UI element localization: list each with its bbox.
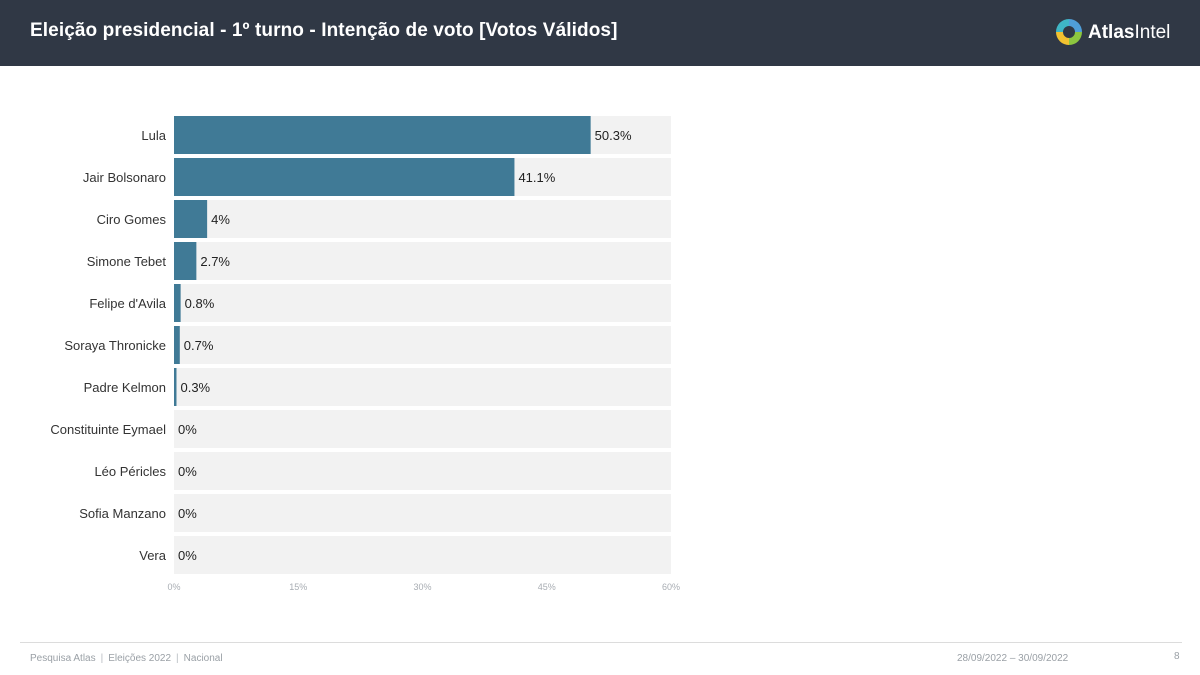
bar-chart: Lula 50.3% Jair Bolsonaro 41.1% Ciro Gomes 4%… bbox=[50, 116, 680, 592]
bar bbox=[174, 116, 591, 154]
x-tick-label: 45% bbox=[538, 582, 556, 592]
bar bbox=[174, 158, 515, 196]
data-label: 0% bbox=[178, 464, 197, 479]
x-tick-label: 0% bbox=[167, 582, 180, 592]
footer-divider bbox=[20, 642, 1182, 643]
brand-name-regular: Intel bbox=[1134, 22, 1171, 43]
bar bbox=[174, 284, 181, 322]
data-label: 2.7% bbox=[200, 254, 230, 269]
bar bbox=[174, 326, 180, 364]
category-label: Sofia Manzano bbox=[79, 506, 166, 521]
bar-track bbox=[174, 200, 671, 238]
category-label: Padre Kelmon bbox=[84, 380, 166, 395]
category-label: Soraya Thronicke bbox=[64, 338, 166, 353]
category-label: Felipe d'Avila bbox=[89, 296, 166, 311]
header-bar: Eleição presidencial - 1º turno - Intenç… bbox=[0, 0, 1200, 66]
footer-topic: Eleições 2022 bbox=[108, 653, 172, 664]
data-label: 0% bbox=[178, 506, 197, 521]
category-label: Simone Tebet bbox=[87, 254, 167, 269]
footer-source-name: Pesquisa Atlas bbox=[30, 653, 96, 664]
page-title: Eleição presidencial - 1º turno - Intenç… bbox=[30, 20, 618, 41]
data-label: 50.3% bbox=[595, 128, 632, 143]
category-label: Vera bbox=[139, 548, 167, 563]
atlasintel-logo-icon bbox=[1056, 19, 1082, 45]
footer-dates: 28/09/2022 – 30/09/2022 bbox=[957, 653, 1069, 664]
data-label: 0.7% bbox=[184, 338, 214, 353]
footer-separator: | bbox=[100, 653, 104, 664]
bar bbox=[174, 242, 197, 280]
bar bbox=[174, 200, 208, 238]
category-label: Jair Bolsonaro bbox=[83, 170, 166, 185]
bar-track bbox=[174, 368, 671, 406]
footer-source: Pesquisa Atlas | Eleições 2022 | Nacional bbox=[30, 653, 223, 664]
bar-track bbox=[174, 326, 671, 364]
bar-track bbox=[174, 536, 671, 574]
x-tick-label: 15% bbox=[289, 582, 307, 592]
bar bbox=[174, 368, 177, 406]
category-label: Ciro Gomes bbox=[97, 212, 167, 227]
data-label: 0.8% bbox=[185, 296, 215, 311]
bar-track bbox=[174, 452, 671, 490]
data-label: 41.1% bbox=[518, 170, 555, 185]
footer-separator: | bbox=[176, 653, 179, 664]
category-label: Léo Péricles bbox=[94, 464, 166, 479]
x-tick-label: 30% bbox=[413, 582, 431, 592]
footer-scope: Nacional bbox=[183, 653, 223, 664]
x-tick-label: 60% bbox=[662, 582, 680, 592]
data-label: 0.3% bbox=[180, 380, 210, 395]
data-label: 0% bbox=[178, 422, 197, 437]
bar-track bbox=[174, 242, 671, 280]
bar-track bbox=[174, 494, 671, 532]
category-label: Lula bbox=[141, 128, 166, 143]
bar-track bbox=[174, 410, 671, 448]
page-number: 8 bbox=[1174, 651, 1180, 662]
brand-name-bold: Atlas bbox=[1088, 22, 1135, 43]
bar-track bbox=[174, 284, 671, 322]
data-label: 4% bbox=[211, 212, 230, 227]
data-label: 0% bbox=[178, 548, 197, 563]
category-label: Constituinte Eymael bbox=[50, 422, 166, 437]
